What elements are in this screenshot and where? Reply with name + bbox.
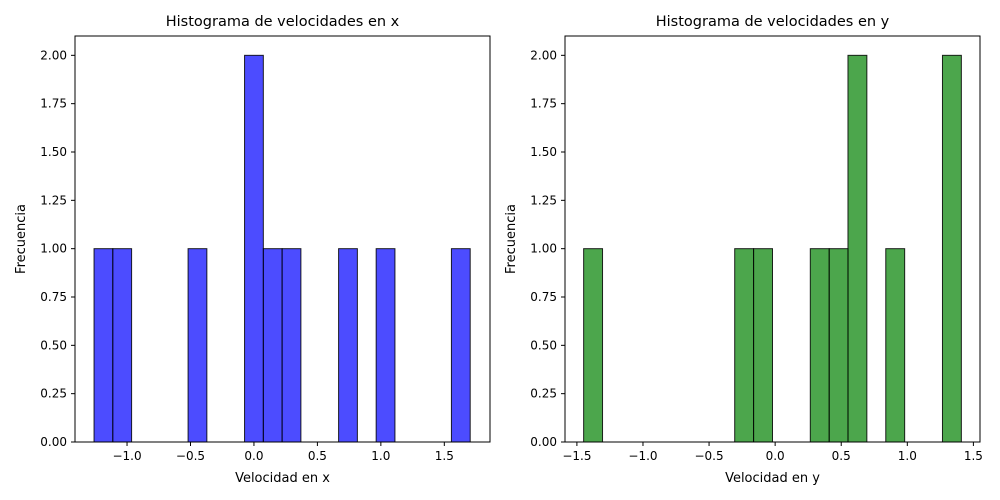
x-axis-label: Velocidad en y: [725, 471, 820, 486]
x-tick-label: −1.0: [628, 449, 657, 463]
x-tick-label: 0.5: [308, 449, 327, 463]
histogram-bar-y-2: [753, 248, 774, 443]
y-tick-label: 0.75: [40, 290, 67, 304]
x-tick-label: −1.0: [112, 449, 141, 463]
y-axis-label: Frecuencia: [14, 204, 29, 274]
histogram-bar-y-5: [847, 54, 868, 443]
x-tick-label: 0.0: [766, 449, 785, 463]
histogram-bar-x-3: [244, 54, 264, 443]
y-tick-label: 1.75: [530, 97, 557, 111]
x-tick-label: 0.5: [832, 449, 851, 463]
y-tick-label: 0.00: [40, 435, 67, 449]
y-tick-label: 0.25: [530, 387, 557, 401]
y-tick-label: 2.00: [40, 48, 67, 62]
y-tick-label: 1.25: [530, 193, 557, 207]
chart-title: Histograma de velocidades en y: [656, 14, 890, 30]
y-tick-label: 0.25: [40, 387, 67, 401]
y-tick-label: 1.00: [40, 242, 67, 256]
x-tick-label: 1.5: [435, 449, 454, 463]
histogram-bar-y-3: [809, 248, 830, 443]
y-tick-label: 0.75: [530, 290, 557, 304]
y-tick-label: 1.50: [40, 145, 67, 159]
y-tick-label: 1.25: [40, 193, 67, 207]
y-axis-label: Frecuencia: [504, 204, 519, 274]
histogram-panel-y: −1.5 −1.0 −0.5 0.0 0.5 1.0 1.5 0.00 0.25 0.50 0.75…: [504, 14, 983, 486]
x-tick-label: 1.5: [964, 449, 983, 463]
x-tick-label: 1.0: [371, 449, 390, 463]
histogram-bar-x-4: [262, 248, 283, 443]
x-tick-label: 1.0: [898, 449, 917, 463]
axes-frame: [74, 35, 491, 443]
y-tick-label: 1.75: [40, 97, 67, 111]
chart-title: Histograma de velocidades en x: [166, 14, 400, 30]
histogram-bar-x-7: [375, 248, 396, 443]
x-tick-label: −0.5: [176, 449, 205, 463]
y-tick-label: 0.00: [530, 435, 557, 449]
x-tick-label: 0.0: [244, 449, 263, 463]
histogram-bar-y-6: [885, 248, 906, 443]
histogram-bar-y-4: [828, 248, 849, 443]
histogram-bar-x-0: [93, 248, 114, 443]
x-axis-label: Velocidad en x: [235, 471, 330, 486]
x-tick-label: −0.5: [694, 449, 723, 463]
histogram-bar-y-0: [583, 248, 604, 443]
histogram-bar-x-8: [450, 248, 471, 443]
histogram-bar-x-6: [338, 248, 358, 443]
histogram-bar-x-1: [112, 248, 133, 443]
histogram-panel-x: −1.0 −0.5 0.0 0.5 1.0 1.5 0.00 0.25 0.50 0.75 1.00…: [14, 14, 491, 486]
histogram-bar-y-7: [941, 54, 962, 443]
histogram-bar-x-2: [187, 248, 208, 443]
y-tick-label: 0.50: [40, 338, 67, 352]
y-tick-label: 0.50: [530, 338, 557, 352]
y-tick-label: 1.50: [530, 145, 557, 159]
histogram-bar-y-1: [734, 248, 755, 443]
y-tick-label: 1.00: [530, 242, 557, 256]
x-tick-label: −1.5: [562, 449, 591, 463]
histogram-bar-x-5: [281, 248, 302, 443]
axes-frame: [564, 35, 981, 443]
y-tick-label: 2.00: [530, 48, 557, 62]
